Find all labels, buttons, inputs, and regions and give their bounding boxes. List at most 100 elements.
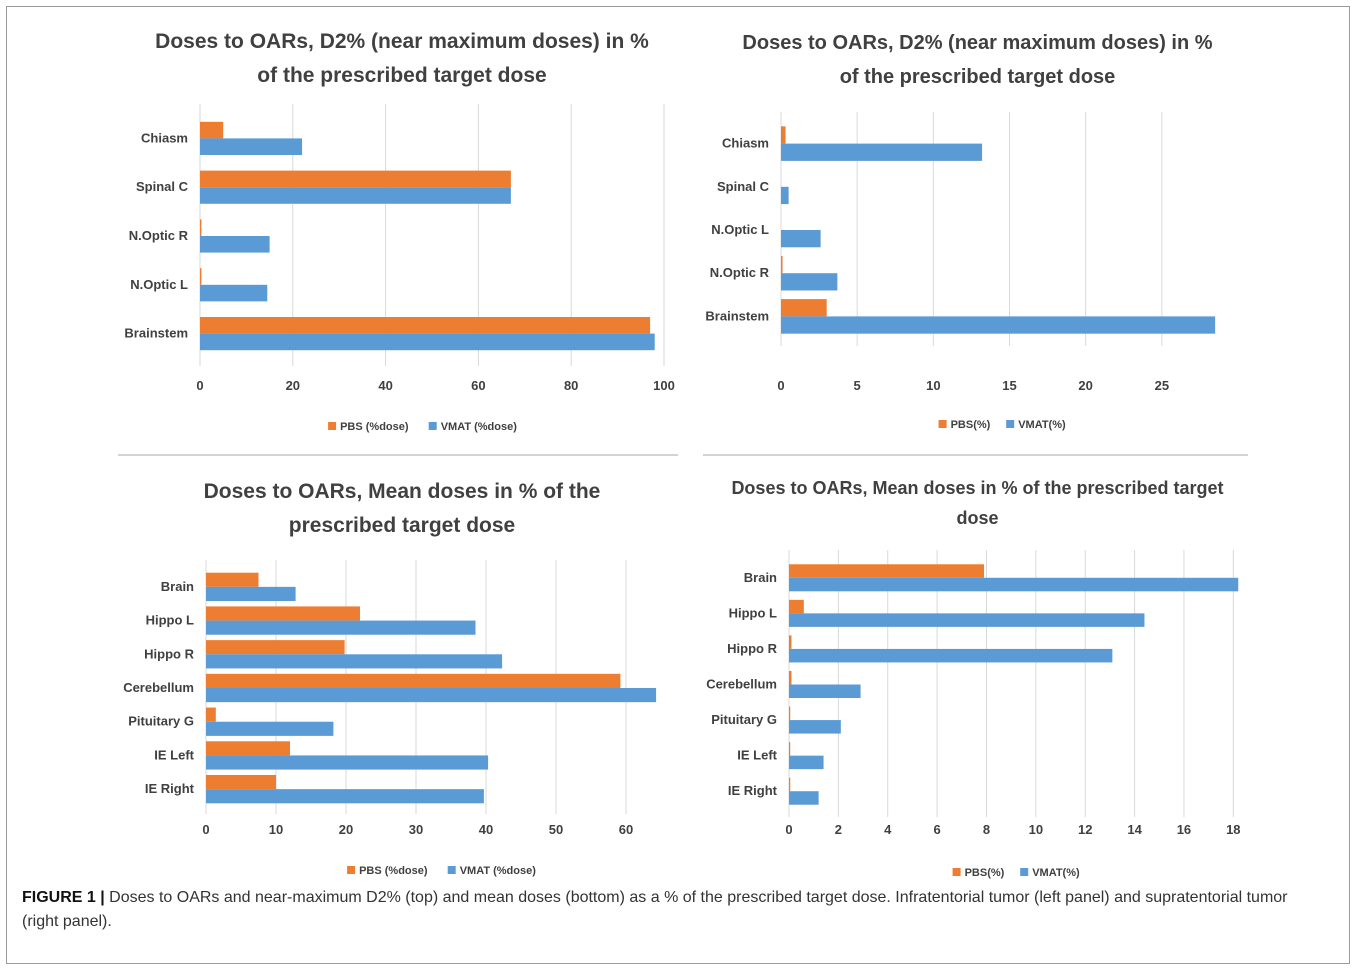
vmat-bar — [206, 755, 489, 770]
vmat-bar — [206, 654, 503, 669]
x-tick-label: 12 — [1078, 822, 1092, 837]
pbs-bar — [789, 742, 791, 756]
chart-panel-bottom-right: Doses to OARs, Mean doses in % of the pr… — [700, 462, 1255, 892]
x-tick-label: 40 — [378, 378, 392, 393]
x-tick-label: 60 — [471, 378, 485, 393]
vmat-bar — [789, 720, 841, 734]
pbs-bar — [789, 599, 804, 614]
x-tick-label: 18 — [1226, 822, 1240, 837]
x-tick-label: 20 — [339, 822, 353, 837]
chart-panel-top-left: Doses to OARs, D2% (near maximum doses) … — [112, 18, 692, 448]
legend-swatch — [447, 866, 456, 874]
chart-panel-top-right: Doses to OARs, D2% (near maximum doses) … — [700, 18, 1255, 448]
figure-caption: FIGURE 1 | Doses to OARs and near-maximu… — [22, 886, 1322, 934]
x-tick-label: 30 — [409, 822, 423, 837]
category-label: Brainstem — [705, 308, 769, 323]
x-tick-label: 14 — [1127, 822, 1142, 837]
divider-left — [118, 454, 678, 456]
x-tick-label: 10 — [269, 822, 283, 837]
pbs-bar — [206, 640, 345, 655]
pbs-bar — [781, 126, 786, 144]
chart-title-line: prescribed target dose — [289, 514, 515, 537]
vmat-bar — [206, 721, 334, 736]
vmat-bar — [206, 688, 657, 703]
category-label: N.Optic R — [710, 265, 770, 280]
legend: PBS(%) VMAT(%) — [938, 419, 1066, 431]
category-label: Hippo R — [144, 646, 194, 661]
vmat-bar — [781, 273, 838, 291]
chart-title-line: Doses to OARs, D2% (near maximum doses) … — [742, 32, 1212, 54]
pbs-bar — [200, 219, 202, 236]
legend-label: VMAT(%) — [1032, 867, 1080, 879]
x-tick-label: 100 — [653, 378, 675, 393]
pbs-bar — [789, 706, 791, 721]
vmat-bar — [789, 755, 824, 770]
chart-title-line: Doses to OARs, D2% (near maximum doses) … — [155, 30, 649, 53]
caption-label: FIGURE 1 | — [22, 889, 105, 906]
x-tick-label: 0 — [785, 822, 792, 837]
legend-swatch — [328, 422, 337, 430]
vmat-bar — [781, 230, 821, 248]
x-tick-label: 0 — [196, 378, 203, 393]
category-label: N.Optic L — [130, 277, 188, 292]
vmat-bar — [789, 577, 1239, 592]
legend-swatch — [952, 868, 961, 876]
category-label: Cerebellum — [706, 677, 777, 692]
x-tick-label: 5 — [854, 378, 861, 393]
vmat-bar — [206, 586, 296, 602]
x-tick-label: 25 — [1155, 378, 1169, 393]
legend-label: VMAT(%) — [1018, 419, 1066, 431]
x-tick-label: 60 — [619, 822, 633, 837]
pbs-bar — [789, 635, 792, 649]
pbs-bar — [789, 564, 985, 578]
x-tick-label: 20 — [1078, 378, 1092, 393]
pbs-bar — [206, 774, 276, 790]
vmat-bar — [200, 236, 270, 253]
x-tick-label: 20 — [286, 378, 300, 393]
pbs-bar — [789, 670, 792, 685]
chart-svg: Doses to OARs, D2% (near maximum doses) … — [705, 32, 1216, 431]
pbs-bar — [200, 317, 651, 334]
vmat-bar — [789, 791, 819, 805]
x-tick-label: 0 — [202, 822, 209, 837]
pbs-bar — [781, 299, 827, 317]
x-tick-label: 8 — [983, 822, 990, 837]
chart-svg: Doses to OARs, Mean doses in % of the pr… — [706, 478, 1240, 879]
pbs-bar — [206, 606, 360, 621]
x-tick-label: 16 — [1177, 822, 1191, 837]
legend-swatch — [1020, 868, 1029, 876]
chart-title-line: of the prescribed target dose — [257, 64, 546, 87]
x-tick-label: 4 — [884, 822, 892, 837]
category-label: Chiasm — [141, 130, 188, 145]
category-label: IE Left — [154, 747, 194, 762]
x-tick-label: 80 — [564, 378, 578, 393]
pbs-bar — [206, 673, 621, 688]
vmat-bar — [206, 789, 484, 804]
vmat-bar — [200, 138, 303, 155]
legend-swatch — [938, 420, 947, 428]
chart-title-line: of the prescribed target dose — [840, 66, 1116, 88]
legend-swatch — [347, 866, 356, 874]
legend-label: VMAT (%dose) — [460, 865, 537, 877]
figure-frame — [6, 6, 1350, 964]
category-label: IE Right — [145, 781, 195, 796]
category-label: IE Right — [728, 783, 778, 798]
pbs-bar — [200, 121, 224, 139]
category-label: IE Left — [737, 748, 777, 763]
chart-title-line: Doses to OARs, Mean doses in % of the pr… — [731, 478, 1223, 498]
x-tick-label: 6 — [933, 822, 940, 837]
vmat-bar — [200, 284, 268, 302]
legend-swatch — [428, 422, 437, 430]
legend: PBS(%) VMAT(%) — [952, 867, 1080, 879]
legend-label: VMAT (%dose) — [441, 421, 518, 433]
legend: PBS (%dose) VMAT (%dose) — [347, 865, 536, 877]
category-label: Hippo L — [729, 605, 777, 620]
legend-label: PBS(%) — [965, 867, 1005, 879]
category-label: Hippo R — [727, 641, 777, 656]
legend-swatch — [1006, 420, 1015, 428]
category-label: Chiasm — [722, 136, 769, 151]
vmat-bar — [200, 333, 655, 351]
chart-title-line: Doses to OARs, Mean doses in % of the — [204, 480, 601, 503]
x-tick-label: 15 — [1002, 378, 1016, 393]
pbs-bar — [200, 170, 511, 188]
